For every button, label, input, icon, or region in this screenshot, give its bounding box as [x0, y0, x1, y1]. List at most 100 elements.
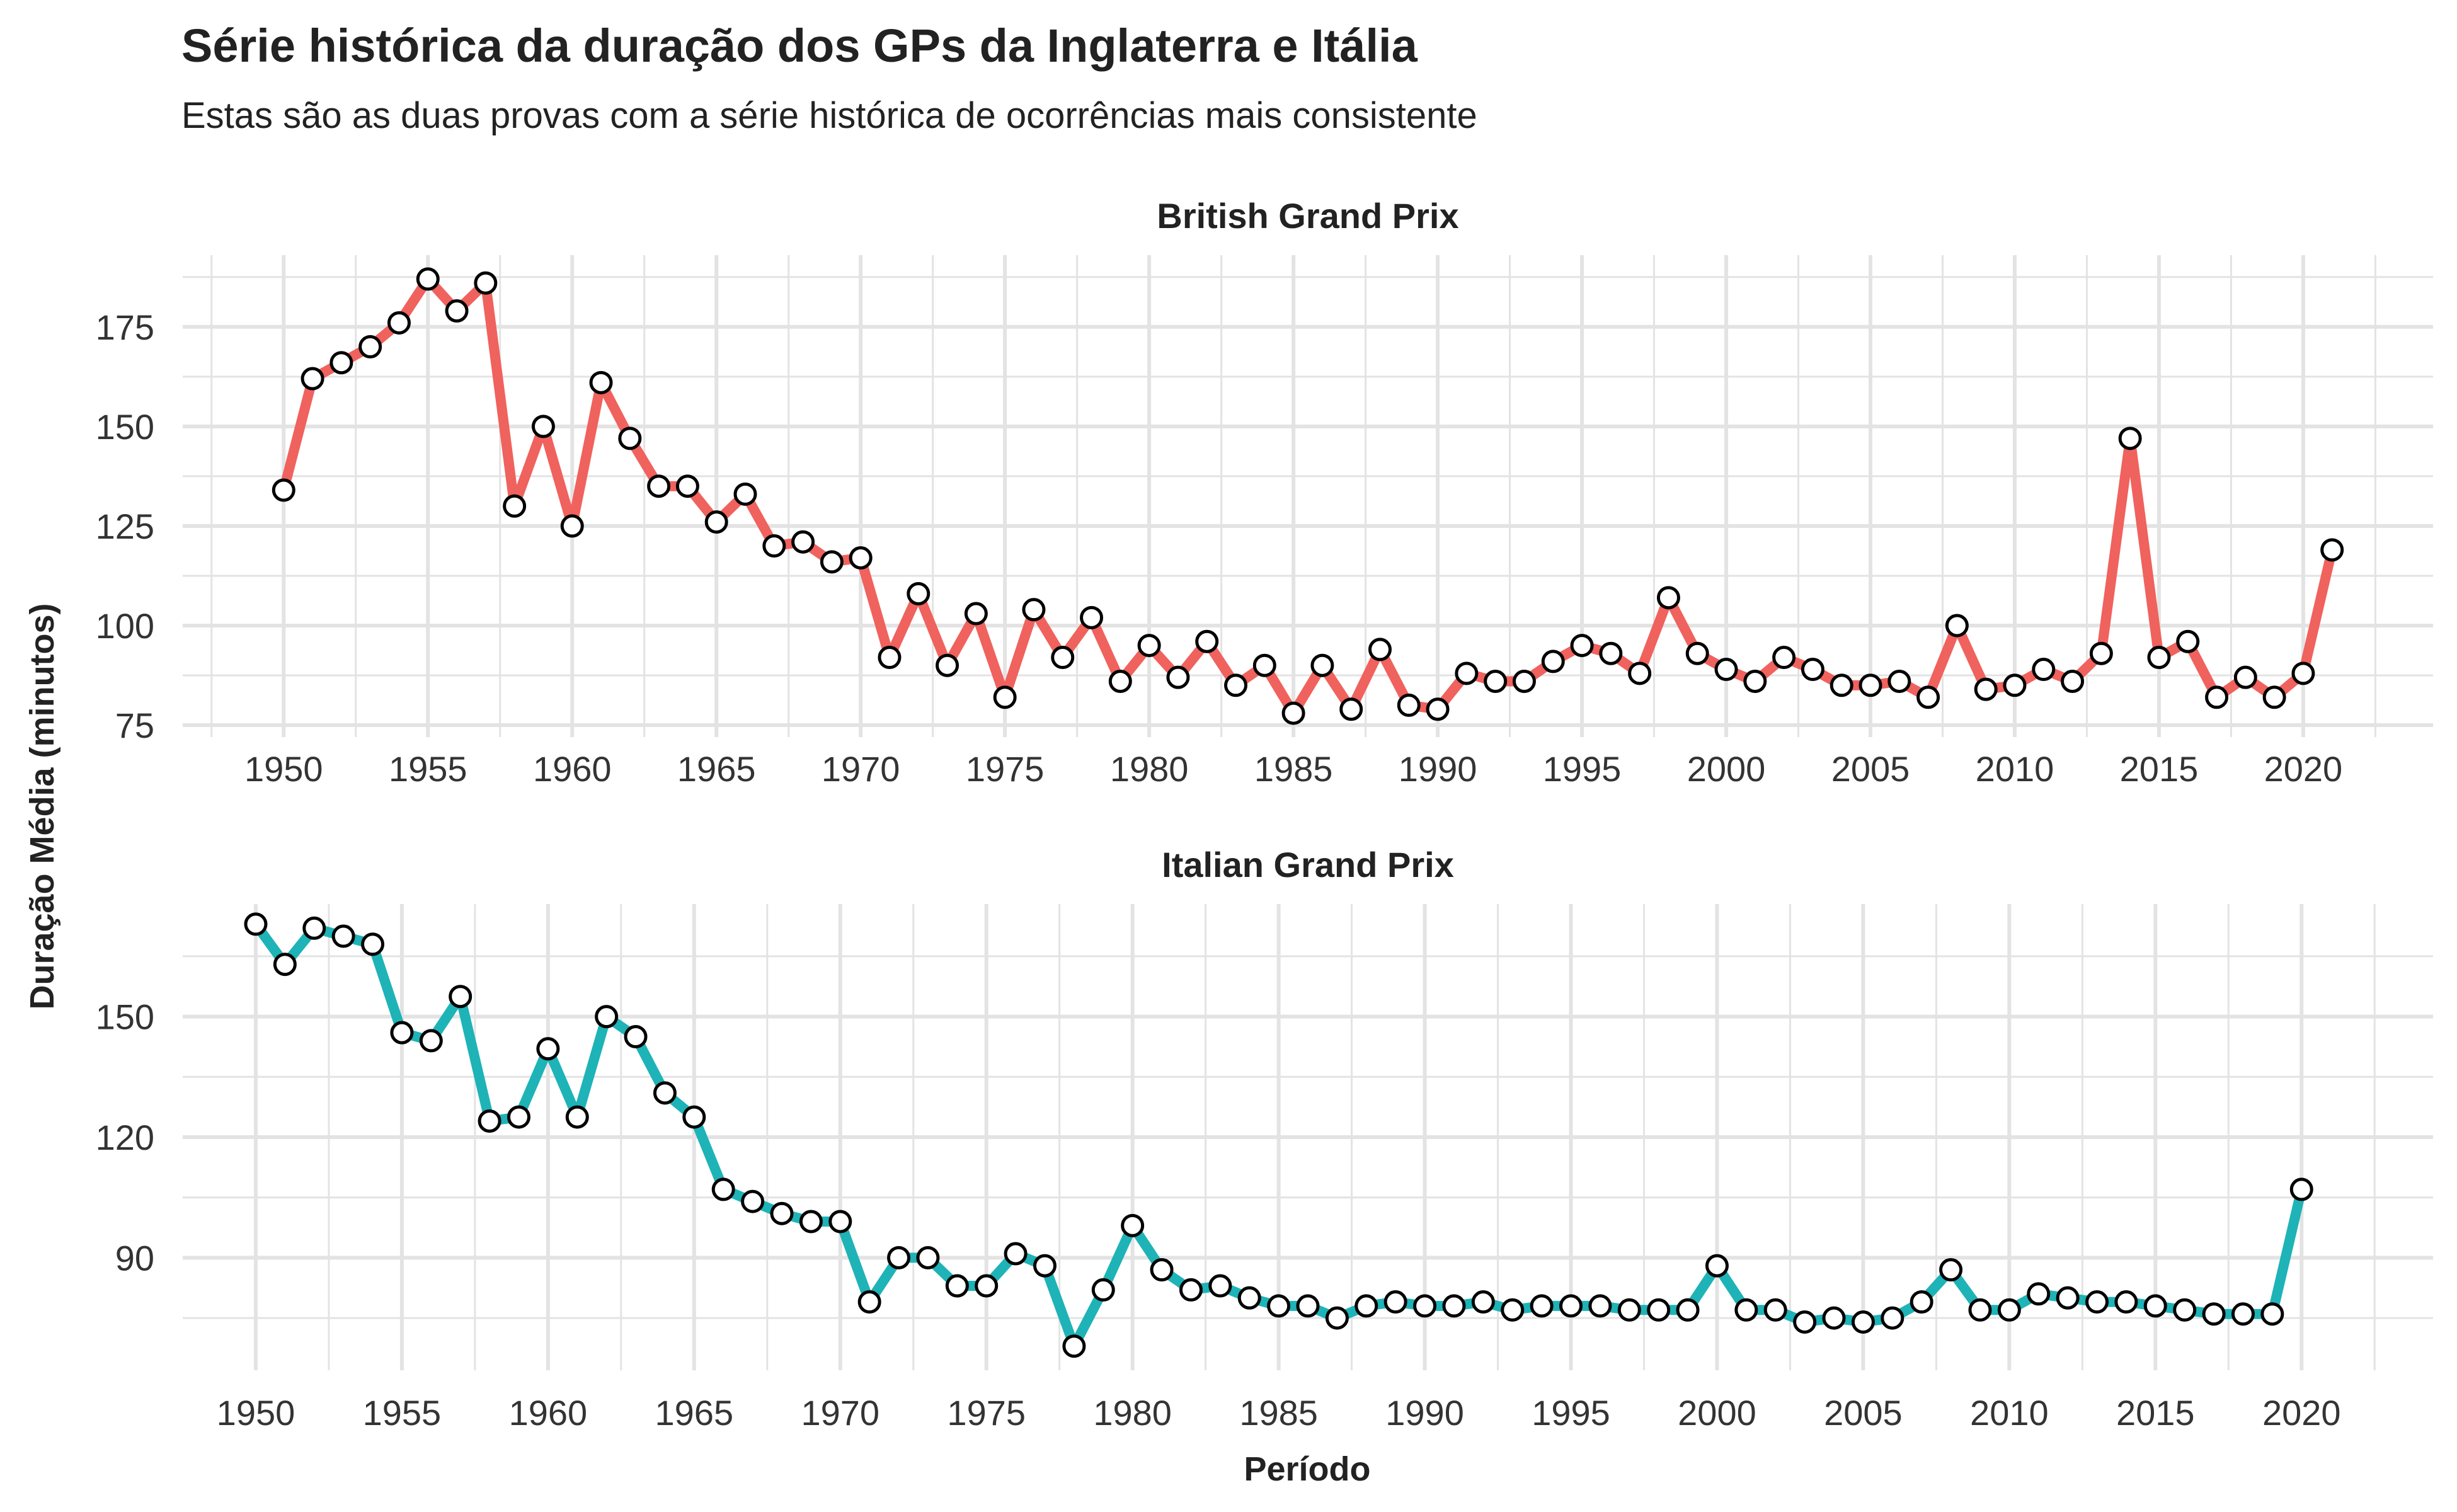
data-point [1354, 1294, 1378, 1318]
y-tick-label: 75 [115, 706, 154, 745]
data-point [1368, 638, 1392, 662]
data-point [531, 415, 555, 438]
data-point [770, 1201, 794, 1225]
data-point [1705, 1254, 1729, 1278]
data-point [1325, 1306, 1349, 1330]
data-point [647, 474, 671, 498]
data-point [536, 1037, 560, 1061]
data-point [1939, 1258, 1963, 1282]
data-point [820, 550, 844, 574]
x-tick-label: 1960 [509, 1393, 588, 1433]
data-point [244, 912, 268, 936]
data-point [2291, 662, 2315, 685]
data-point [1772, 646, 1796, 670]
y-tick-label: 90 [115, 1238, 154, 1278]
x-tick-label: 1970 [822, 749, 900, 789]
data-point [1822, 1306, 1846, 1330]
data-point [799, 1210, 823, 1234]
data-point [1881, 1306, 1904, 1330]
data-point [1121, 1213, 1145, 1237]
x-tick-label: 2010 [1970, 1393, 2049, 1433]
data-point [1339, 697, 1363, 721]
x-tick-label: 1980 [1110, 749, 1189, 789]
data-point [2176, 629, 2200, 653]
data-point [945, 1274, 969, 1298]
data-point [1224, 673, 1248, 697]
x-tick-label: 2005 [1831, 749, 1910, 789]
data-point [624, 1025, 648, 1049]
data-point [272, 478, 295, 502]
data-point [1022, 598, 1046, 622]
data-point [2003, 673, 2027, 697]
x-tick-label: 2005 [1824, 1393, 1903, 1433]
y-tick-label: 175 [96, 307, 154, 347]
data-point [1910, 1290, 1933, 1314]
data-point [993, 685, 1017, 709]
x-tick-label: 1965 [677, 749, 756, 789]
data-point [595, 1005, 619, 1029]
data-point [1763, 1298, 1787, 1322]
x-tick-label: 2020 [2264, 749, 2343, 789]
data-point [1676, 1298, 1700, 1322]
data-point [361, 932, 385, 956]
x-tick-label: 2010 [1976, 749, 2054, 789]
data-point [887, 1246, 911, 1269]
data-point [1471, 1290, 1495, 1314]
data-point [1252, 653, 1276, 677]
data-point [741, 1189, 765, 1213]
data-point [1281, 701, 1305, 725]
data-point [1858, 673, 1882, 697]
data-point [1974, 677, 1998, 701]
x-tick-label: 1975 [966, 749, 1045, 789]
data-point [2089, 641, 2113, 665]
data-point [301, 367, 324, 391]
data-point [560, 514, 584, 538]
data-point [2032, 658, 2056, 682]
x-tick-label: 1995 [1543, 749, 1622, 789]
data-point [1108, 669, 1132, 693]
data-point [907, 581, 931, 605]
data-point [1296, 1294, 1320, 1318]
data-point [1541, 650, 1565, 673]
x-tick-label: 1955 [363, 1393, 442, 1433]
y-tick-label: 100 [96, 606, 154, 646]
x-tick-label: 1965 [655, 1393, 734, 1433]
panel-british: 1950 1955 1960 1965 1970 1975 1980 1985 1990 1995… [96, 196, 2433, 789]
data-point [1743, 669, 1767, 693]
x-tick-label: 1985 [1254, 749, 1333, 789]
data-point [1310, 653, 1334, 677]
data-point [1166, 665, 1190, 689]
data-point [507, 1105, 530, 1129]
data-point [1426, 697, 1450, 721]
data-point [2260, 1302, 2284, 1326]
data-point [329, 351, 353, 375]
x-tick-label: 2000 [1678, 1393, 1756, 1433]
facet-title: Italian Grand Prix [1162, 845, 1454, 885]
data-point [419, 1029, 443, 1053]
data-point [975, 1274, 999, 1298]
data-point [565, 1105, 589, 1129]
data-point [704, 510, 728, 534]
data-point [1267, 1294, 1291, 1318]
y-tick-label: 150 [96, 997, 154, 1037]
data-point [2233, 665, 2257, 689]
x-tick-label: 1985 [1239, 1393, 1318, 1433]
chart-title: Série histórica da duração dos GPs da In… [181, 20, 1418, 72]
data-point [2056, 1286, 2080, 1310]
data-point [1150, 1258, 1174, 1282]
data-point [1685, 641, 1709, 665]
x-axis-label: Período [1244, 1450, 1370, 1488]
data-point [1851, 1310, 1875, 1334]
data-point [1512, 669, 1536, 693]
data-point [2173, 1298, 2197, 1322]
data-point [857, 1290, 881, 1314]
data-point [1588, 1294, 1612, 1318]
data-point [791, 530, 815, 554]
data-point [1442, 1294, 1466, 1318]
x-tick-label: 2020 [2262, 1393, 2341, 1433]
data-point [878, 646, 902, 670]
x-tick-label: 1990 [1399, 749, 1477, 789]
data-point [2202, 1302, 2226, 1326]
data-point [849, 546, 873, 570]
